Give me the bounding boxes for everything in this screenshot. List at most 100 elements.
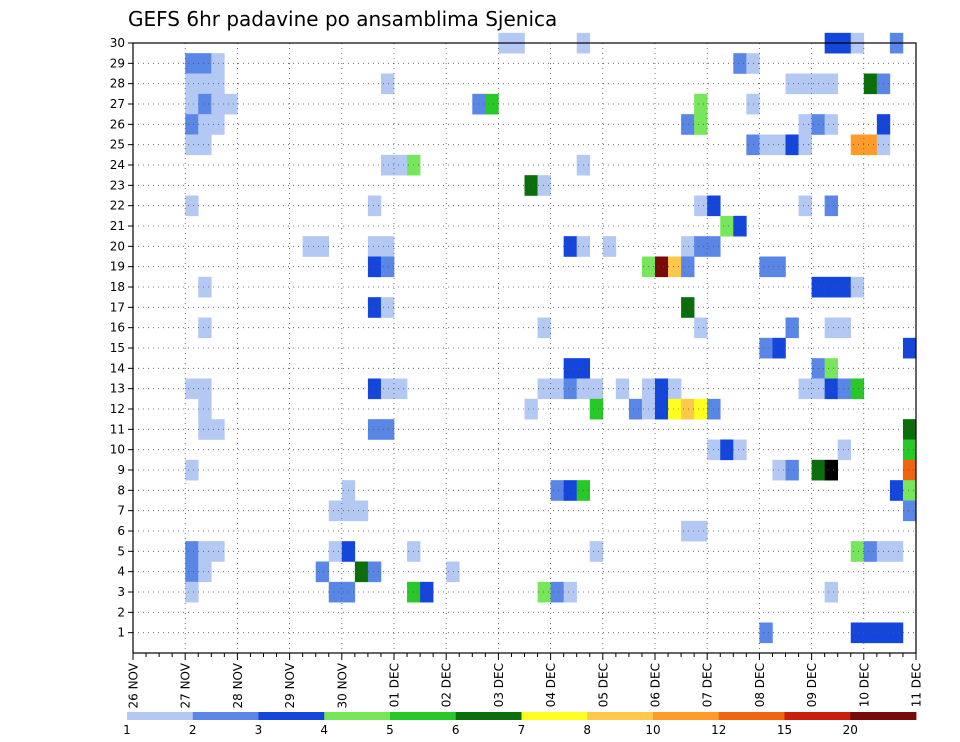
heatmap-cell <box>537 317 551 339</box>
x-tick-label: 11 DEC <box>910 663 924 707</box>
heatmap-cell <box>668 256 682 278</box>
heatmap-cell <box>902 480 917 501</box>
heatmap-cell <box>694 317 708 339</box>
heatmap-cell <box>185 195 199 217</box>
heatmap-cell <box>394 378 408 400</box>
x-tick-label: 28 NOV <box>231 662 245 708</box>
y-tick-label: 5 <box>117 544 125 558</box>
heatmap-cell <box>550 480 564 501</box>
heatmap-cell <box>850 541 865 562</box>
x-axis: 26 NOV 27 NOV 28 NOV 29 NOV 30 NOV 01 DEC 02 D… <box>127 653 924 709</box>
x-tick-label: 08 DEC <box>753 663 767 707</box>
heatmap-cell <box>485 93 499 115</box>
heatmap-cell <box>328 500 343 522</box>
colorbar-swatch <box>784 712 851 720</box>
colorbar-label: 12 <box>711 723 726 737</box>
heatmap-cell <box>824 581 838 603</box>
chart-title: GEFS 6hr padavine po ansamblima Sjenica <box>128 7 557 31</box>
heatmap-cell <box>198 561 212 583</box>
heatmap-cell <box>772 337 786 359</box>
y-tick-label: 30 <box>110 36 125 50</box>
y-tick-label: 6 <box>117 524 125 538</box>
heatmap-cell <box>198 53 212 74</box>
heatmap-cell <box>850 276 865 298</box>
heatmap-cell <box>367 378 382 400</box>
heatmap-cell <box>394 154 408 176</box>
heatmap-cell <box>302 236 316 257</box>
heatmap-cell <box>824 459 838 481</box>
y-tick-label: 24 <box>110 158 125 172</box>
heatmap-cell <box>185 581 199 603</box>
colorbar-swatch <box>324 712 391 720</box>
heatmap-cell <box>185 541 199 562</box>
heatmap-cell <box>668 398 682 420</box>
heatmap-cell <box>563 480 577 501</box>
heatmap-cell <box>824 114 838 135</box>
heatmap-cell <box>628 398 643 420</box>
x-tick-label: 03 DEC <box>492 663 506 707</box>
heatmap-cell <box>798 134 812 156</box>
y-tick-label: 18 <box>110 280 125 294</box>
y-tick-label: 27 <box>110 97 125 111</box>
heatmap-cell <box>589 541 604 562</box>
colorbar-label: 3 <box>255 723 263 737</box>
heatmap-cell <box>380 378 395 400</box>
heatmap-cell <box>694 236 708 257</box>
x-tick-label: 09 DEC <box>805 663 819 707</box>
colorbar-swatch <box>390 712 457 720</box>
y-tick-label: 16 <box>110 321 125 335</box>
heatmap-cell <box>720 439 734 461</box>
heatmap-cell <box>563 378 577 400</box>
x-tick-label: 01 DEC <box>388 663 402 707</box>
heatmap-cell <box>668 378 682 400</box>
heatmap-cell <box>198 114 212 135</box>
heatmap-cell <box>785 459 799 481</box>
y-tick-label: 23 <box>110 178 125 192</box>
heatmap-cell <box>185 378 199 400</box>
heatmap-cell <box>211 53 225 74</box>
heatmap-cells <box>185 32 917 644</box>
heatmap-cell <box>863 73 878 95</box>
x-tick-label: 06 DEC <box>649 663 663 707</box>
heatmap-cell <box>863 622 878 644</box>
heatmap-cell <box>537 581 551 603</box>
heatmap-cell <box>211 73 225 95</box>
y-tick-label: 11 <box>110 422 125 436</box>
x-tick-label: 07 DEC <box>701 663 715 707</box>
heatmap-cell <box>380 73 395 95</box>
heatmap-cell <box>798 378 812 400</box>
heatmap-cell <box>824 378 838 400</box>
heatmap-cell <box>380 419 395 440</box>
y-tick-label: 20 <box>110 239 125 253</box>
heatmap-cell <box>354 561 369 583</box>
heatmap-cell <box>211 93 225 115</box>
heatmap-cell <box>563 581 577 603</box>
heatmap-cell <box>824 195 838 217</box>
heatmap-cell <box>655 398 669 420</box>
heatmap-cell <box>550 581 564 603</box>
heatmap-cell <box>367 236 382 257</box>
y-tick-label: 15 <box>110 341 125 355</box>
heatmap-cell <box>889 480 904 501</box>
heatmap-cell <box>537 175 551 196</box>
heatmap-cell <box>198 419 212 440</box>
heatmap-cell <box>315 236 330 257</box>
heatmap-cell <box>380 256 395 278</box>
heatmap-cell <box>733 53 747 74</box>
heatmap-cell <box>367 256 382 278</box>
heatmap-cell <box>315 561 330 583</box>
heatmap-cell <box>602 236 617 257</box>
heatmap-cell <box>850 134 865 156</box>
heatmap-cell <box>328 541 343 562</box>
y-tick-label: 1 <box>117 626 125 640</box>
heatmap-cell <box>694 114 708 135</box>
x-tick-label: 05 DEC <box>596 663 610 707</box>
y-tick-label: 19 <box>110 260 125 274</box>
heatmap-cell <box>772 134 786 156</box>
y-tick-label: 21 <box>110 219 125 233</box>
heatmap-cell <box>550 378 564 400</box>
colorbar-swatch <box>653 712 720 720</box>
colorbar-swatch <box>258 712 325 720</box>
colorbar-swatch <box>192 712 259 720</box>
